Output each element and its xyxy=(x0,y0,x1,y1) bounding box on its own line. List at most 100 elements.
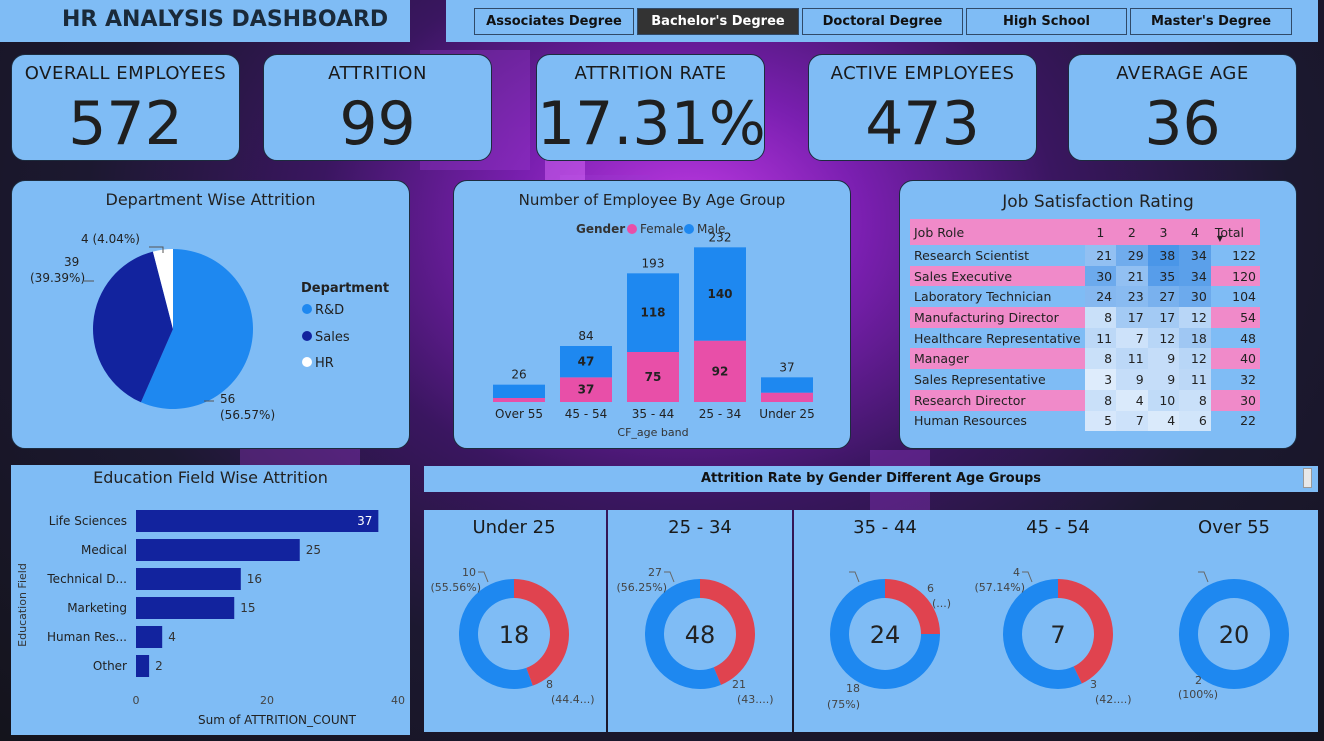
rating-cell: 8 xyxy=(1084,348,1117,370)
legend-hr-dot xyxy=(302,357,312,367)
legend-sales: Sales xyxy=(315,330,350,345)
male-pct-label: (57.14%) xyxy=(974,581,1025,594)
donut-3: 7 45 - 54 4 (57.14%) 3 (42....) xyxy=(974,517,1131,706)
rating-cell: 10 xyxy=(1147,389,1180,411)
table-row[interactable]: Laboratory Technician 24 23 27 30 104 xyxy=(910,286,1260,308)
rating-cell: 29 xyxy=(1116,245,1148,266)
rating-cell: 12 xyxy=(1179,307,1211,328)
donut-2: 24 35 - 44 18 (75%) 6 (...) xyxy=(827,517,951,711)
female-pct-label: (...) xyxy=(932,597,951,610)
bar-female xyxy=(560,377,612,402)
rating-cell: 9 xyxy=(1147,369,1180,390)
hr-data-label: 4 (4.04%) xyxy=(81,232,140,246)
gender-section-header: Attrition Rate by Gender Different Age G… xyxy=(424,466,1318,492)
male-pct-label: (100%) xyxy=(1178,688,1218,701)
bar-total-label: 232 xyxy=(709,230,732,244)
slicer-doctoral-degree[interactable]: Doctoral Degree xyxy=(802,8,963,35)
table-row[interactable]: Sales Executive 30 21 35 34 120 xyxy=(910,265,1260,287)
bar-total-label: 37 xyxy=(779,360,794,374)
donut-1: 48 25 - 34 27 (56.25%) 21 (43....) xyxy=(616,517,773,706)
legend-hr: HR xyxy=(315,356,334,371)
male-segment-label: 118 xyxy=(640,306,665,320)
table-row[interactable]: Manager 8 11 9 12 40 xyxy=(910,348,1260,370)
y-tick-label: Technical D... xyxy=(46,572,127,586)
col-header-job-role[interactable]: Job Role xyxy=(910,219,1085,245)
table-row[interactable]: Healthcare Representative 11 7 12 18 48 xyxy=(910,327,1260,349)
legend-title: Department xyxy=(301,281,389,296)
rating-cell: 7 xyxy=(1116,410,1148,432)
leader-line xyxy=(1022,571,1033,583)
col-header-1[interactable]: 1 xyxy=(1084,219,1117,245)
col-header-total[interactable]: Total ▼ xyxy=(1210,219,1260,245)
rating-cell: 11 xyxy=(1179,369,1211,390)
female-segment-label: 75 xyxy=(645,370,662,384)
donut-title: 45 - 54 xyxy=(1026,517,1090,538)
x-tick-label: 20 xyxy=(260,694,274,707)
male-pct-label: (55.56%) xyxy=(430,581,481,594)
y-tick-label: Life Sciences xyxy=(49,514,127,528)
slicer-masters-degree[interactable]: Master's Degree xyxy=(1130,8,1292,35)
table-row[interactable]: Human Resources 5 7 4 6 22 xyxy=(910,410,1260,432)
slicer-bachelors-degree[interactable]: Bachelor's Degree xyxy=(637,8,799,35)
scrollbar-thumb[interactable] xyxy=(1303,468,1312,488)
education-bar-chart[interactable]: Education Field Life Sciences 37 Medical 25… xyxy=(11,465,410,735)
kpi-value: 572 xyxy=(68,89,183,159)
pie-slice-sales xyxy=(93,251,173,403)
donut-slice-male xyxy=(458,579,533,689)
rating-cell: 23 xyxy=(1116,286,1148,308)
kpi-attrition-rate: ATTRITION RATE 17.31% xyxy=(536,54,766,161)
donut-title: 25 - 34 xyxy=(668,517,732,538)
bar-female xyxy=(694,340,746,402)
donut-center-value: 7 xyxy=(1050,621,1065,649)
rating-cell: 38 xyxy=(1147,245,1180,266)
section-title: Attrition Rate by Gender Different Age G… xyxy=(700,471,1042,486)
department-pie-chart[interactable]: 4 (4.04%) 39 (39.39%) 56 (56.57%) Depart… xyxy=(12,181,411,450)
legend-rd: R&D xyxy=(315,303,344,318)
bar-total-label: 26 xyxy=(511,368,526,382)
donut-slice-male xyxy=(1003,579,1082,689)
gender-donut-charts[interactable]: 18 Under 25 10 (55.56%) 8 (44.4...) 48 25 - 34 2… xyxy=(424,510,1324,740)
female-pct-label: (43....) xyxy=(737,693,774,706)
col-header-2[interactable]: 2 xyxy=(1116,219,1148,245)
slicer-associates-degree[interactable]: Associates Degree xyxy=(474,8,634,35)
legend-male-dot xyxy=(684,224,694,234)
job-role-cell: Sales Executive xyxy=(910,265,1085,287)
job-satisfaction-table: Job Role 1 2 3 4 Total ▼ Research Scienti… xyxy=(910,219,1260,432)
male-data-label: 27 xyxy=(648,566,662,579)
donut-center-value: 24 xyxy=(870,621,901,649)
education-slicer: Associates Degree Bachelor's Degree Doct… xyxy=(446,0,1318,42)
rating-cell: 8 xyxy=(1084,389,1117,411)
rating-cell: 17 xyxy=(1147,307,1180,328)
female-segment-label: 92 xyxy=(712,364,729,378)
kpi-label: OVERALL EMPLOYEES xyxy=(24,63,227,84)
rating-cell: 11 xyxy=(1084,327,1117,349)
x-axis-title: CF_age band xyxy=(617,426,688,439)
col-header-3[interactable]: 3 xyxy=(1147,219,1180,245)
slicer-high-school[interactable]: High School xyxy=(966,8,1127,35)
job-role-cell: Manager xyxy=(910,348,1085,370)
donut-center-value: 20 xyxy=(1219,621,1250,649)
table-row[interactable]: Research Scientist 21 29 38 34 122 xyxy=(910,245,1260,266)
donut-title: 35 - 44 xyxy=(853,517,917,538)
kpi-value: 99 xyxy=(339,89,416,159)
leader-line xyxy=(849,571,860,583)
table-row[interactable]: Research Director 8 4 10 8 30 xyxy=(910,389,1260,411)
table-row[interactable]: Manufacturing Director 8 17 17 12 54 xyxy=(910,307,1260,328)
rating-cell: 21 xyxy=(1084,245,1117,266)
female-data-label: 8 xyxy=(546,678,553,691)
table-row[interactable]: Sales Representative 3 9 9 11 32 xyxy=(910,369,1260,390)
table-title: Job Satisfaction Rating xyxy=(1002,192,1194,212)
rating-cell: 12 xyxy=(1147,327,1180,349)
age-group-bar-chart[interactable]: Gender Female Male 26 Over 55 84 37 47 45 - 5… xyxy=(454,181,852,450)
department-attrition-card: Department Wise Attrition 4 (4.04%) 39 (… xyxy=(11,180,410,449)
donut-slice-female xyxy=(1058,579,1113,684)
donut-slice-male xyxy=(645,579,722,689)
bar-female xyxy=(493,398,545,402)
job-role-cell: Sales Representative xyxy=(914,371,1046,387)
job-role-cell: Laboratory Technician xyxy=(914,289,1052,305)
kpi-overall-employees: OVERALL EMPLOYEES 572 xyxy=(11,54,240,161)
total-cell: 48 xyxy=(1240,330,1256,346)
bar-value-label: 25 xyxy=(306,543,321,557)
col-header-4[interactable]: 4 xyxy=(1179,219,1211,245)
job-role-cell: Healthcare Representative xyxy=(914,330,1081,346)
